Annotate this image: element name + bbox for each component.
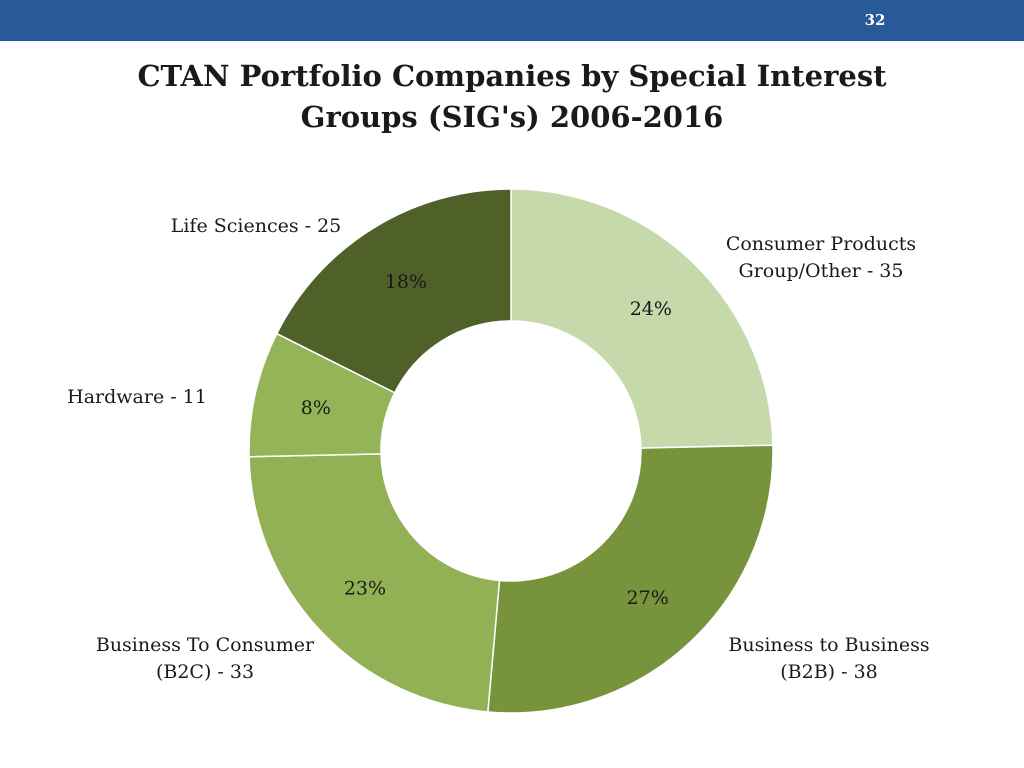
category-label-2: Business to Business (B2B) - 38	[728, 634, 929, 683]
category-label-4: Hardware - 11	[67, 386, 207, 408]
slice-1	[510, 188, 774, 449]
percent-label-2: 27%	[627, 587, 669, 609]
slice-3	[248, 453, 501, 713]
category-label-line: Life Sciences - 25	[171, 215, 342, 237]
chart-title-line-2: Groups (SIG's) 2006-2016	[300, 100, 724, 134]
category-label-3: Business To Consumer (B2C) - 33	[96, 634, 315, 683]
category-label-line: Hardware - 11	[67, 386, 207, 408]
category-label-1: Consumer Products Group/Other - 35	[726, 233, 916, 282]
category-label-5: Life Sciences - 25	[171, 215, 342, 237]
category-label-line: (B2C) - 33	[156, 661, 254, 683]
percent-label-4: 8%	[301, 397, 331, 419]
category-label-line: Consumer Products	[726, 233, 916, 255]
slice-2	[487, 444, 774, 714]
slice-5	[275, 188, 512, 394]
header-bar	[0, 0, 1024, 41]
percent-label-1: 24%	[630, 298, 672, 320]
percent-label-3: 23%	[344, 578, 386, 600]
percent-label-5: 18%	[385, 271, 427, 293]
category-label-line: Business To Consumer	[96, 634, 315, 656]
category-label-line: Business to Business	[728, 634, 929, 656]
chart-title-line-1: CTAN Portfolio Companies by Special Inte…	[137, 59, 887, 93]
chart-title: CTAN Portfolio Companies by Special Inte…	[0, 56, 1024, 138]
category-label-line: Group/Other - 35	[739, 260, 904, 282]
category-label-line: (B2B) - 38	[780, 661, 878, 683]
page-number: 32	[864, 11, 886, 29]
